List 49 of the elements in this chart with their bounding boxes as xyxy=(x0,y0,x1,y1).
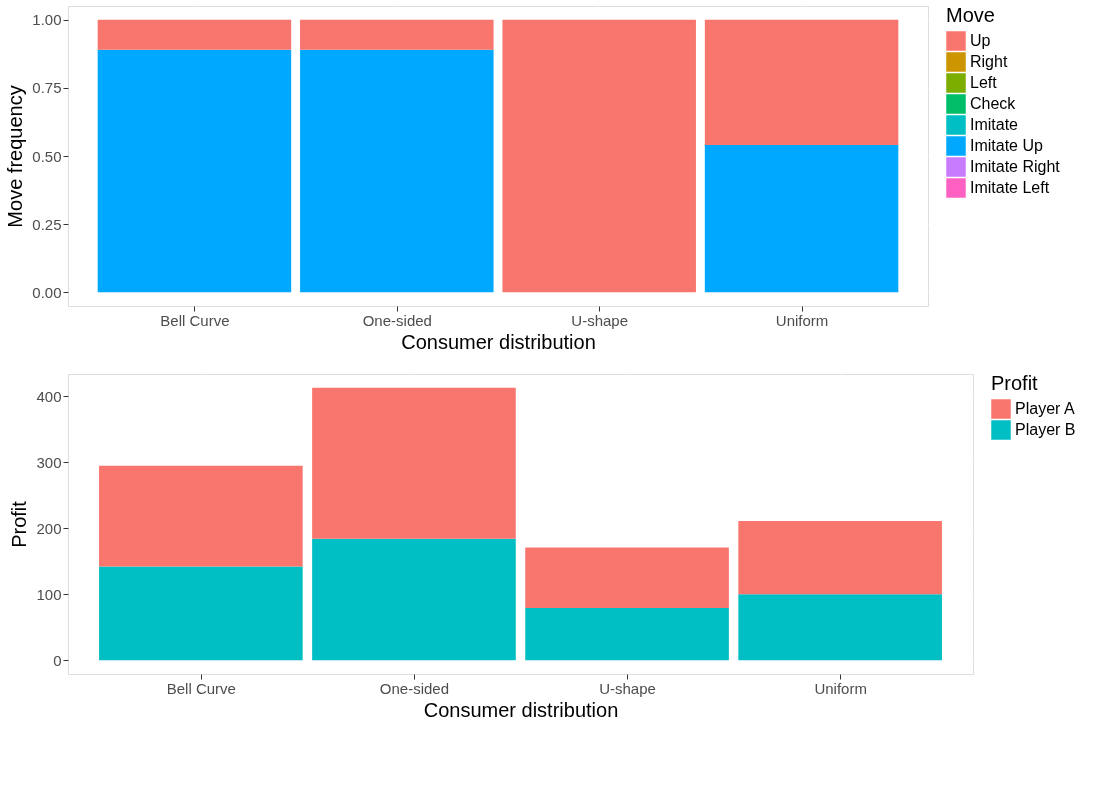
bar xyxy=(704,19,899,146)
x-tick-label: U‑shape xyxy=(599,679,656,697)
y-tick-label: 0 xyxy=(53,651,62,669)
legend-label: Up xyxy=(970,32,991,49)
legend-label: Imitate Right xyxy=(970,158,1061,175)
y-tick-label: 1.00 xyxy=(32,11,62,29)
bar xyxy=(312,387,516,539)
bar xyxy=(502,19,696,293)
x-axis-title: Consumer distribution xyxy=(423,698,619,721)
bar xyxy=(300,49,494,293)
y-tick-label: 200 xyxy=(36,519,62,537)
bar xyxy=(704,145,899,293)
x-tick-label: Uniform xyxy=(814,679,867,697)
legend-label: Check xyxy=(970,95,1017,112)
y-tick-label: 0.50 xyxy=(32,147,62,165)
y-tick-label: 100 xyxy=(36,585,62,603)
bar xyxy=(312,538,516,661)
y-tick-label: 0.75 xyxy=(32,79,62,97)
legend-title: Profit xyxy=(991,372,1039,394)
x-tick-label: One‑sided xyxy=(362,311,432,329)
y-tick-label: 0.00 xyxy=(32,283,62,301)
legend-label: Imitate Left xyxy=(970,179,1050,196)
bar xyxy=(97,19,292,50)
legend-label: Player B xyxy=(1015,421,1076,438)
y-axis-title: Move frequency xyxy=(4,85,27,228)
legend-label: Imitate Up xyxy=(970,137,1044,154)
x-axis-title: Consumer distribution xyxy=(401,330,596,353)
bar xyxy=(300,19,494,50)
legend-label: Right xyxy=(970,53,1008,70)
bar xyxy=(99,566,303,661)
bar xyxy=(525,608,729,661)
x-tick-label: Bell Curve xyxy=(160,311,230,329)
y-tick-label: 300 xyxy=(36,453,62,471)
x-tick-label: Uniform xyxy=(775,311,829,329)
y-tick-label: 0.25 xyxy=(32,215,62,233)
x-tick-label: Bell Curve xyxy=(166,679,236,697)
legend-label: Left xyxy=(970,74,998,91)
bar xyxy=(738,521,942,595)
legend-label: Imitate xyxy=(970,116,1019,133)
bar xyxy=(99,465,303,567)
bar xyxy=(97,49,292,293)
y-tick-label: 400 xyxy=(36,387,62,405)
legend-label: Player A xyxy=(1015,400,1075,417)
bar xyxy=(738,594,942,661)
y-axis-title: Profit xyxy=(8,500,31,548)
x-tick-label: One‑sided xyxy=(379,679,450,697)
x-tick-label: U‑shape xyxy=(571,311,629,329)
legend-title: Move xyxy=(946,4,995,26)
bar xyxy=(525,547,729,609)
